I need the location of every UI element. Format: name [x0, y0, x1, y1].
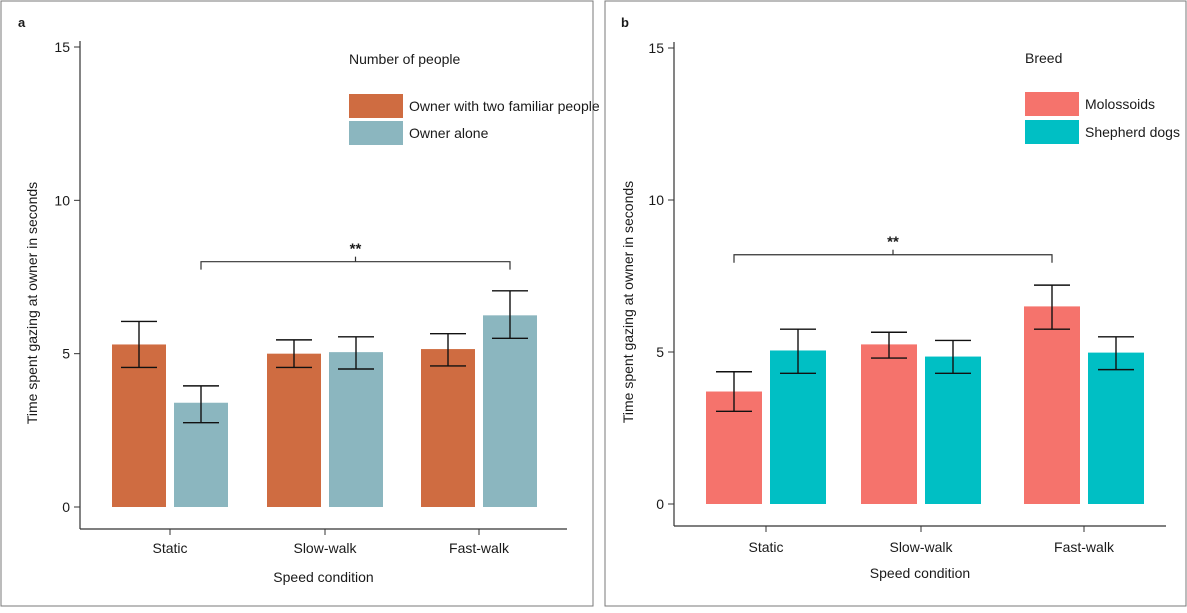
y-tick-label: 10	[54, 192, 70, 208]
x-tick-label: Fast-walk	[1054, 539, 1115, 555]
y-axis-title: Time spent gazing at owner in seconds	[24, 182, 40, 424]
significance-label: **	[887, 234, 899, 251]
x-tick-label: Slow-walk	[889, 539, 953, 555]
panel-letter: a	[18, 15, 26, 30]
bar-owner-with-two-familiar-people-fast-walk	[421, 349, 475, 507]
bar-owner-alone-fast-walk	[483, 315, 537, 507]
y-tick-label: 0	[656, 496, 664, 512]
panel-border	[605, 1, 1186, 606]
x-axis-title: Speed condition	[870, 565, 970, 581]
panel-a: a 0 5 10 15 Static Slow-walk Fast-walk Speed con…	[1, 1, 600, 606]
y-axis-title: Time spent gazing at owner in seconds	[620, 181, 636, 423]
y-tick-label: 5	[62, 346, 70, 362]
x-tick-label: Fast-walk	[449, 540, 510, 556]
x-tick-label: Static	[748, 539, 783, 555]
legend-swatch	[349, 94, 403, 118]
legend-swatch	[1025, 120, 1079, 144]
bar-molossoids-fast-walk	[1024, 306, 1080, 504]
legend-title: Breed	[1025, 50, 1062, 66]
legend-label: Molossoids	[1085, 96, 1155, 112]
legend-title: Number of people	[349, 51, 461, 67]
legend-label: Owner with two familiar people	[409, 98, 600, 114]
significance-bracket	[734, 255, 1052, 263]
y-tick-label: 15	[54, 39, 70, 55]
legend-swatch	[1025, 92, 1079, 116]
bar-owner-alone-slow-walk	[329, 352, 383, 507]
x-tick-label: Static	[152, 540, 187, 556]
legend-swatch	[349, 121, 403, 145]
y-tick-label: 5	[656, 344, 664, 360]
legend-label: Owner alone	[409, 125, 489, 141]
bar-molossoids-slow-walk	[861, 344, 917, 504]
y-tick-label: 15	[648, 40, 664, 56]
panel-letter: b	[621, 15, 629, 30]
bar-shepherd-dogs-slow-walk	[925, 357, 981, 504]
panel-b: b 0 5 10 15 Static Slow-walk Fast-walk Speed con…	[605, 1, 1186, 606]
significance-label: **	[350, 241, 362, 258]
bar-owner-with-two-familiar-people-static	[112, 344, 166, 507]
y-tick-label: 0	[62, 499, 70, 515]
bar-shepherd-dogs-fast-walk	[1088, 353, 1144, 504]
y-tick-label: 10	[648, 192, 664, 208]
x-axis-title: Speed condition	[273, 569, 373, 585]
x-tick-label: Slow-walk	[293, 540, 357, 556]
legend-label: Shepherd dogs	[1085, 124, 1180, 140]
panel-border	[1, 1, 593, 606]
significance-bracket	[201, 262, 510, 270]
bar-owner-with-two-familiar-people-slow-walk	[267, 354, 321, 507]
